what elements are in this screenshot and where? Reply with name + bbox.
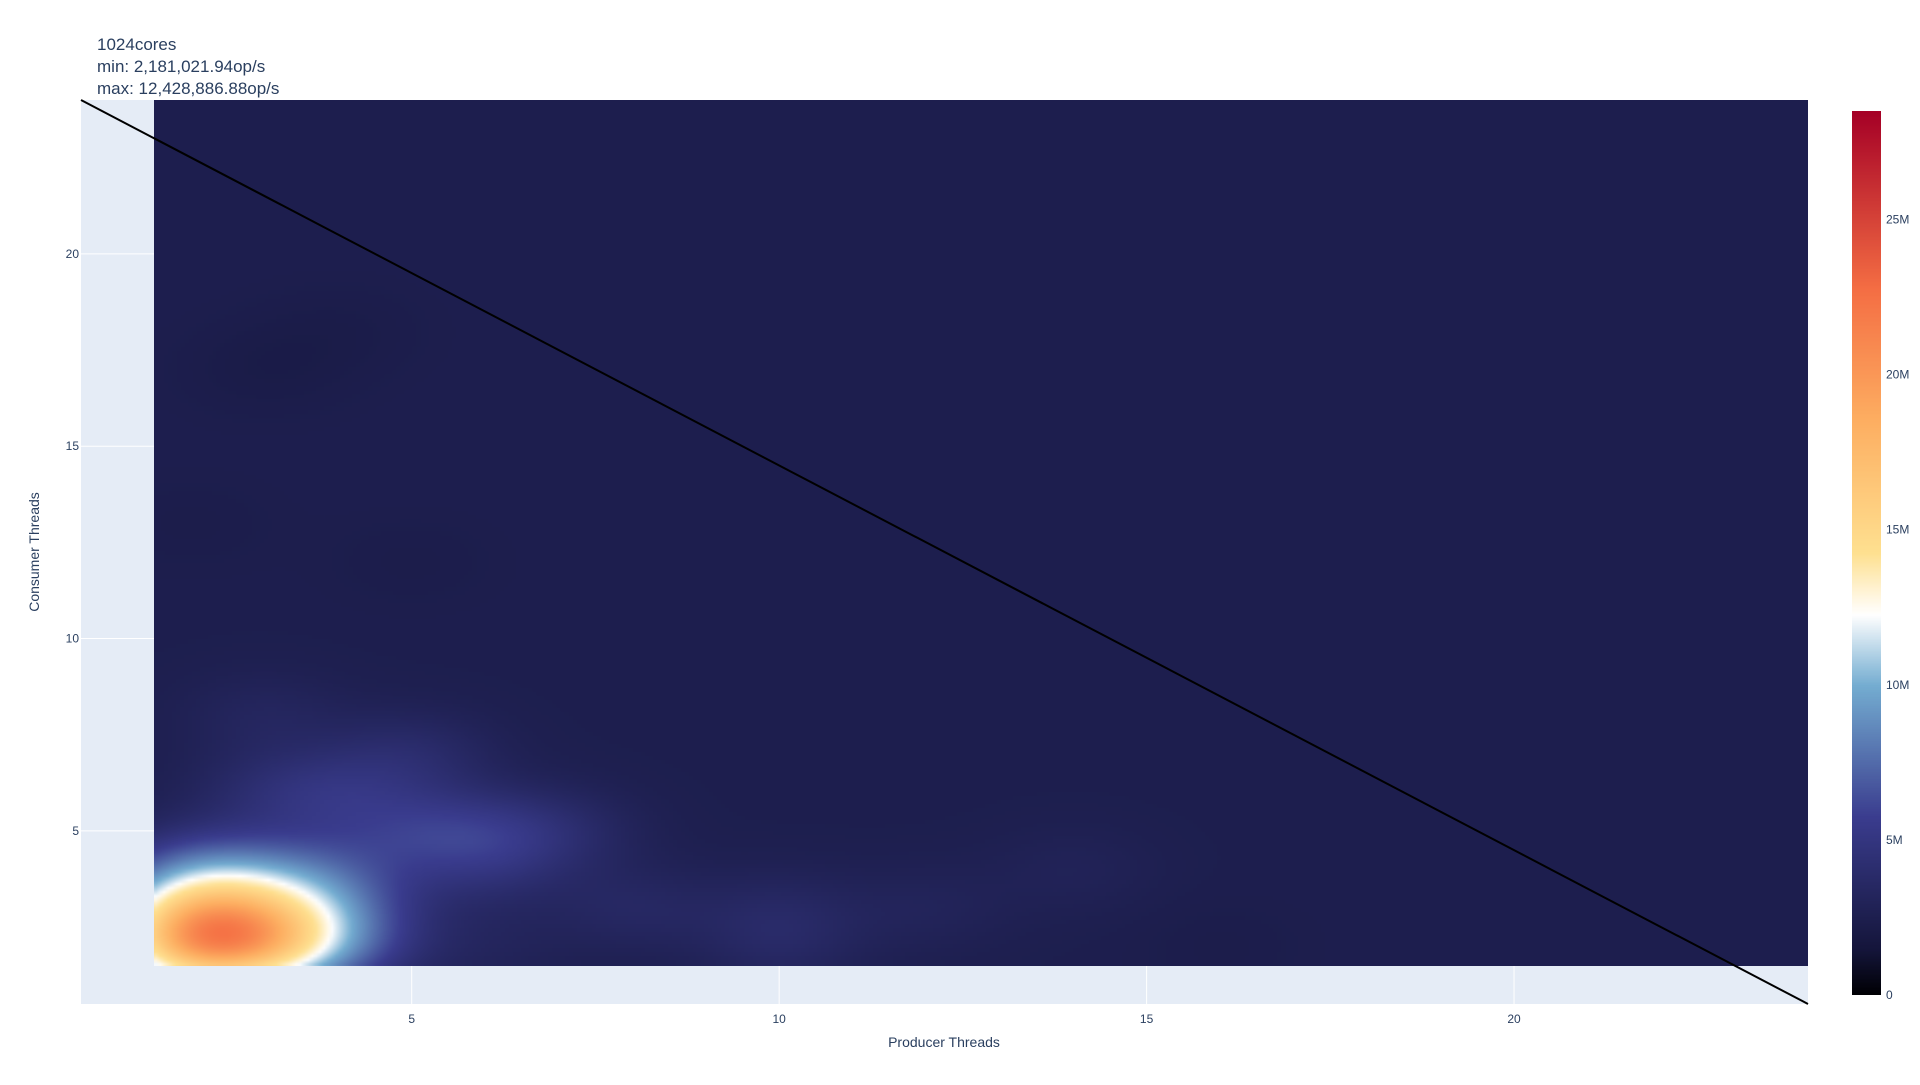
colorbar	[1852, 111, 1881, 995]
chart-title-line-3: max: 12,428,886.88op/s	[97, 79, 279, 98]
colorbar-tick-label: 15M	[1886, 523, 1909, 537]
heatmap-area	[154, 100, 1808, 966]
colorbar-ticks: 0 5M 10M 15M 20M 25M	[1886, 213, 1909, 1002]
heatmap-canvas	[154, 100, 1808, 966]
y-axis-label: Consumer Threads	[26, 492, 42, 612]
reference-diagonal-line	[80, 99, 1809, 1005]
y-axis-ticks: 5 10 15 20	[66, 247, 80, 838]
y-tick-label: 10	[66, 632, 80, 646]
colorbar-tick-label: 20M	[1886, 368, 1909, 382]
colorbar-tick-label: 10M	[1886, 678, 1909, 692]
chart-title-line-2: min: 2,181,021.94op/s	[97, 57, 265, 76]
chart-title: 1024cores min: 2,181,021.94op/s max: 12,…	[97, 35, 279, 98]
x-tick-label: 5	[408, 1012, 415, 1026]
y-tick-label: 15	[66, 439, 80, 453]
y-tick-label: 20	[66, 247, 80, 261]
x-tick-label: 10	[772, 1012, 786, 1026]
colorbar-tick-label: 0	[1886, 988, 1893, 1002]
y-tick-label: 5	[72, 824, 79, 838]
x-axis-ticks: 5 10 15 20	[408, 1012, 1521, 1026]
x-tick-label: 15	[1140, 1012, 1154, 1026]
x-tick-label: 20	[1507, 1012, 1521, 1026]
colorbar-tick-label: 25M	[1886, 213, 1909, 227]
colorbar-gradient	[1852, 111, 1881, 995]
chart-title-line-1: 1024cores	[97, 35, 176, 54]
x-axis-label: Producer Threads	[888, 1034, 1000, 1050]
colorbar-tick-label: 5M	[1886, 833, 1903, 847]
